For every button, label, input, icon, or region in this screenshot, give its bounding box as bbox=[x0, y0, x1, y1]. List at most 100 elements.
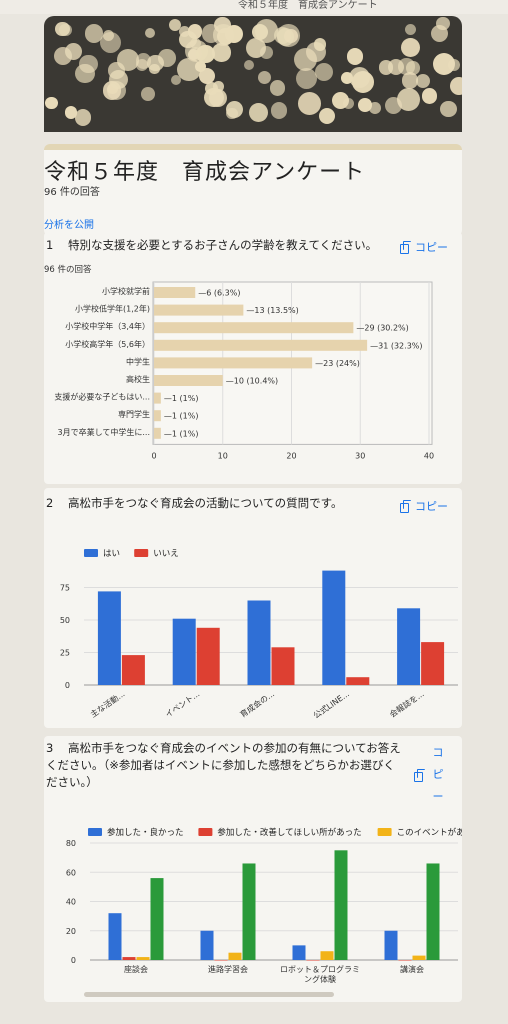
question-2-copy-label: コピー bbox=[415, 500, 448, 513]
question-3-copy-label: コピー bbox=[432, 746, 444, 803]
chart-3-bar bbox=[398, 960, 412, 961]
chart-2-bar bbox=[196, 627, 220, 685]
banner-bubble bbox=[245, 38, 266, 59]
chart-2-y-tick: 25 bbox=[60, 649, 70, 658]
chart-1-bar bbox=[154, 287, 196, 298]
chart-3-legend-label: 参加した・改善してほしい所があった bbox=[217, 827, 361, 838]
banner-bubble bbox=[340, 72, 353, 85]
question-1-text: 特別な支援を必要とするお子さんの学齢を教えてください。 bbox=[67, 238, 378, 252]
banner-bubble bbox=[313, 38, 327, 51]
chart-1-category-label: 小学校低学年(1,2年) bbox=[75, 304, 150, 314]
chart-1-category-label: 中学生 bbox=[126, 356, 150, 366]
banner-bubble bbox=[318, 108, 335, 125]
question-1-copy-button[interactable]: コピー bbox=[400, 239, 448, 255]
chart-3-legend-swatch bbox=[88, 828, 102, 836]
chart-1-category-label: 小学校中学年（3,4年） bbox=[65, 321, 150, 331]
question-1-title: 1 特別な支援を必要とするお子さんの学齢を教えてください。 bbox=[46, 237, 377, 254]
chart-3-category-label-line: 講演会 bbox=[400, 964, 424, 974]
banner-bubble bbox=[108, 62, 125, 79]
banner-bubble bbox=[270, 102, 288, 119]
chart-3-bar bbox=[412, 955, 426, 960]
banner-bubble bbox=[401, 72, 419, 89]
banner-bubble bbox=[416, 73, 431, 88]
chart-3-bar bbox=[122, 957, 136, 960]
question-3-text-line1: 高松市手をつなぐ育成会のイベントの参加の有無についてお答え bbox=[67, 741, 401, 755]
chart-1-category-label: 小学校就学前 bbox=[102, 286, 150, 296]
banner-bubble bbox=[295, 67, 318, 90]
chart-3-y-tick: 40 bbox=[66, 898, 76, 907]
banner-bubble bbox=[212, 43, 231, 62]
banner-bubble bbox=[188, 49, 199, 60]
chart-3-y-tick: 80 bbox=[66, 839, 76, 848]
publish-analysis-link[interactable]: 分析を公開 bbox=[44, 220, 94, 231]
question-card-1: 1 特別な支援を必要とするお子さんの学齢を教えてください。 コピー 96 件の回… bbox=[44, 232, 462, 484]
chart-3-y-tick: 0 bbox=[71, 956, 76, 965]
chart-1-bar bbox=[154, 322, 354, 334]
question-1-number: 1 bbox=[46, 238, 54, 252]
banner-bubble bbox=[226, 100, 244, 118]
banner-bubble bbox=[198, 67, 215, 84]
chart-1-data-label: —6 (6.3%) bbox=[198, 289, 240, 298]
chart-1-category-label: 3月で卒業して中学生に... bbox=[58, 427, 150, 437]
chart-1-x-tick: 40 bbox=[424, 451, 434, 460]
question-3-title: 3 高松市手をつなぐ育成会のイベントの参加の有無についてお答え ください。（※参… bbox=[46, 740, 416, 791]
chart-1-bar bbox=[154, 375, 223, 386]
banner-bubble bbox=[168, 18, 182, 32]
chart-1-category-label: 専門学生 bbox=[118, 409, 150, 419]
question-3-text-line2: ください。（※参加者はイベントに参加した感想をどちらかお選びく bbox=[46, 758, 395, 772]
chart-3-bar bbox=[150, 878, 164, 960]
question-3-number: 3 bbox=[46, 741, 54, 755]
banner-bubble bbox=[248, 103, 268, 123]
chart-3-category-label: 進路学習会 bbox=[208, 964, 248, 974]
chart-3-bar bbox=[384, 930, 398, 960]
question-2-copy-button[interactable]: コピー bbox=[400, 498, 448, 514]
chart-3-category-label-line: ング体験 bbox=[304, 974, 336, 984]
summary-header-card: 令和５年度 育成会アンケート 96 件の回答 分析を公開 bbox=[44, 144, 462, 236]
banner-bubble bbox=[178, 25, 191, 38]
banner-bubble bbox=[55, 21, 70, 37]
chart-1-bar bbox=[154, 339, 368, 351]
banner-bubble bbox=[64, 106, 77, 119]
page-title: 令和５年度 育成会アンケート bbox=[44, 160, 366, 185]
banner-bubble bbox=[346, 48, 364, 65]
banner-bubble bbox=[195, 60, 207, 72]
banner-bubble bbox=[398, 58, 415, 75]
banner-bubble bbox=[378, 60, 394, 75]
chart-1-category-label: 支援が必要な子どもはい... bbox=[54, 392, 150, 402]
question-3-copy-button[interactable]: コピー bbox=[431, 742, 445, 808]
banner-bubble bbox=[369, 102, 381, 114]
question-2-text: 高松市手をつなぐ育成会の活動についての質問です。 bbox=[67, 496, 343, 510]
banner-bubble bbox=[432, 52, 456, 76]
chart-3-y-tick: 60 bbox=[66, 868, 76, 877]
banner-bubble bbox=[422, 88, 438, 104]
banner-bubble bbox=[257, 70, 272, 85]
chart-1-x-tick: 30 bbox=[355, 451, 365, 460]
chart-3-category-label-line: 進路学習会 bbox=[208, 964, 248, 974]
question-2-grouped-bar-chart: はい いいえ 0 25 50 75 主な活動... イベント... 育成会の... 公式LINE.… bbox=[60, 549, 458, 720]
banner-bubble bbox=[187, 23, 203, 39]
chart-horizontal-scrollbar[interactable] bbox=[84, 992, 334, 997]
banner-bubble bbox=[276, 27, 295, 46]
banner-bubble bbox=[449, 76, 462, 95]
chart-2-bar bbox=[322, 570, 346, 685]
copy-icon bbox=[400, 499, 411, 513]
banner-bubble bbox=[400, 38, 420, 58]
chart-3-bar bbox=[214, 960, 228, 961]
chart-1-data-label: —23 (24%) bbox=[315, 359, 360, 368]
chart-3-legend-label: このイベントがあ bbox=[397, 827, 462, 838]
chart-3-legend-label: 参加した・良かった bbox=[107, 827, 184, 838]
chart-3-bar bbox=[334, 850, 348, 960]
banner-bubble bbox=[84, 24, 104, 44]
chart-3-category-label-line: 座談会 bbox=[124, 964, 148, 974]
banner-bubble bbox=[65, 42, 83, 60]
chart-2-bar bbox=[397, 608, 421, 685]
chart-1-data-label: —1 (1%) bbox=[164, 394, 199, 403]
chart-3-category-label: 座談会 bbox=[124, 964, 148, 974]
banner-bubble bbox=[396, 87, 420, 111]
chart-2-bar bbox=[172, 618, 196, 685]
chart-3-legend-swatch bbox=[198, 828, 213, 836]
chart-1-data-label: —1 (1%) bbox=[164, 429, 199, 438]
banner-bubble bbox=[79, 54, 99, 74]
copy-icon bbox=[400, 240, 411, 254]
chart-1-x-tick: 10 bbox=[218, 451, 228, 460]
